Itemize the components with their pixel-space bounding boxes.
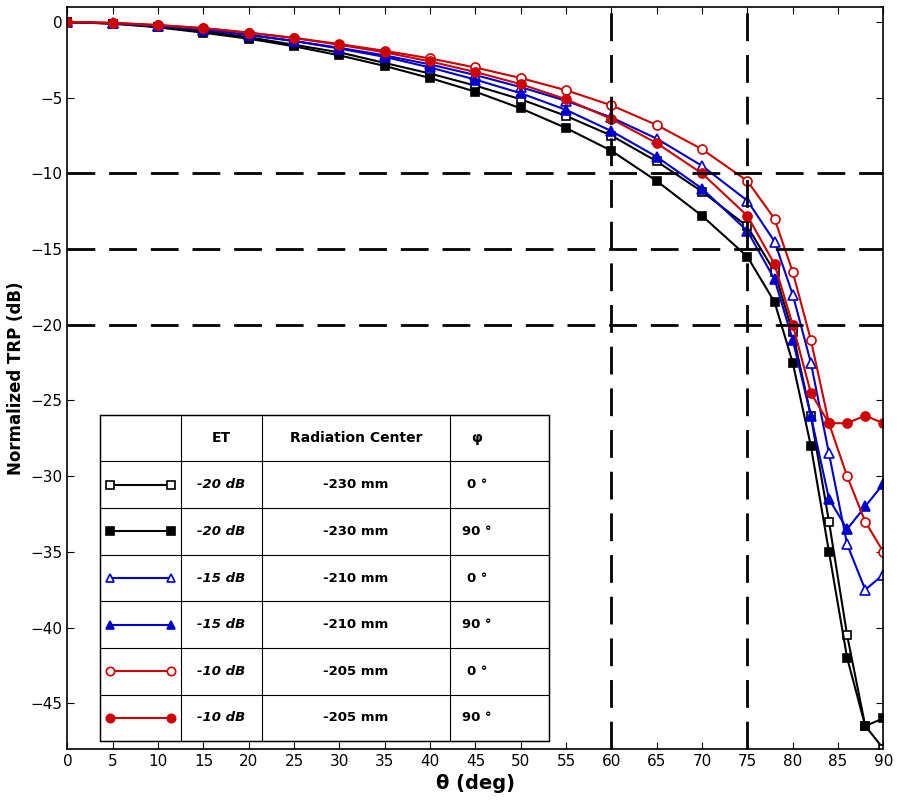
Text: ET: ET — [212, 431, 230, 445]
Text: 0 °: 0 ° — [467, 478, 487, 491]
X-axis label: θ (deg): θ (deg) — [436, 774, 515, 793]
Y-axis label: Normalized TRP (dB): Normalized TRP (dB) — [7, 281, 25, 474]
Text: 90 °: 90 ° — [463, 711, 491, 725]
Text: 90 °: 90 ° — [463, 525, 491, 538]
Text: -210 mm: -210 mm — [323, 571, 389, 585]
Text: -15 dB: -15 dB — [197, 571, 246, 585]
Text: -230 mm: -230 mm — [323, 478, 389, 491]
Text: -205 mm: -205 mm — [323, 665, 389, 678]
Text: -205 mm: -205 mm — [323, 711, 389, 725]
Text: -10 dB: -10 dB — [197, 665, 246, 678]
Text: 0 °: 0 ° — [467, 665, 487, 678]
FancyBboxPatch shape — [100, 415, 549, 742]
Text: φ: φ — [472, 431, 482, 445]
Text: 90 °: 90 ° — [463, 618, 491, 631]
Text: -20 dB: -20 dB — [197, 478, 246, 491]
Text: -210 mm: -210 mm — [323, 618, 389, 631]
Text: -10 dB: -10 dB — [197, 711, 246, 725]
Text: Radiation Center: Radiation Center — [290, 431, 422, 445]
Text: -15 dB: -15 dB — [197, 618, 246, 631]
Text: 0 °: 0 ° — [467, 571, 487, 585]
Text: -20 dB: -20 dB — [197, 525, 246, 538]
Text: -230 mm: -230 mm — [323, 525, 389, 538]
